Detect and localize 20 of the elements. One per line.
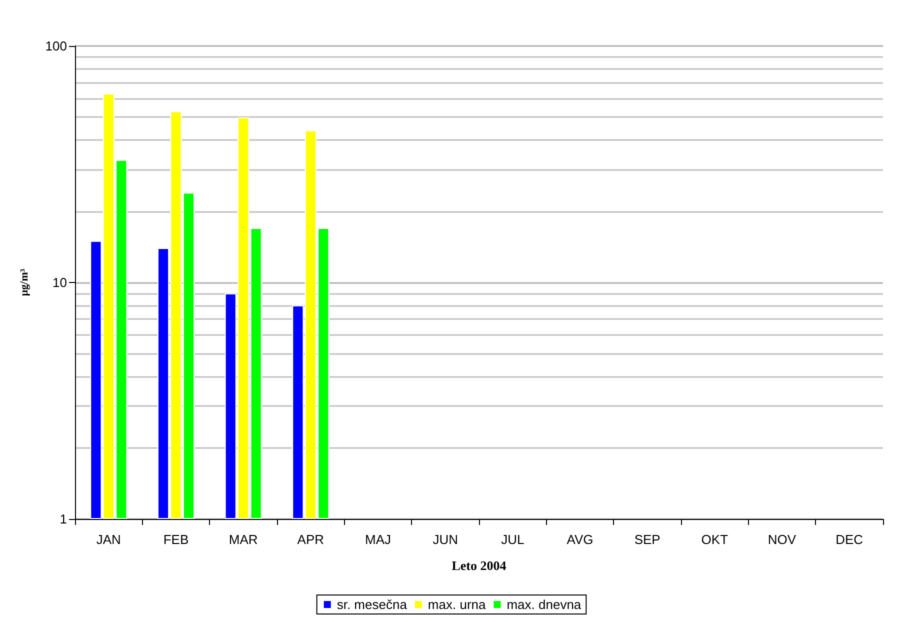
x-tick-label: JUL xyxy=(501,532,524,547)
x-tick-label: MAR xyxy=(228,532,258,547)
x-tick-label: OKT xyxy=(701,532,728,547)
x-tick-label: NOV xyxy=(768,532,796,547)
x-tick-label: FEB xyxy=(163,532,189,547)
x-tick-label: JUN xyxy=(432,532,458,547)
x-tick-label: SEP xyxy=(634,532,660,547)
x-axis-title: Leto 2004 xyxy=(452,558,507,573)
x-tick-label: JAN xyxy=(96,532,121,547)
x-tick-label: MAJ xyxy=(365,532,391,547)
y-tick-label: 100 xyxy=(45,38,67,54)
y-axis-title: µg/m³ xyxy=(18,268,30,296)
legend-label: max. dnevna xyxy=(506,597,582,612)
x-tick-label: APR xyxy=(297,532,324,547)
legend-label: max. urna xyxy=(428,597,486,612)
x-tick-label: AVG xyxy=(566,532,594,547)
y-tick-label: 10 xyxy=(52,275,67,290)
x-tick-label: DEC xyxy=(836,532,864,547)
legend-label: sr. mesečna xyxy=(336,597,408,612)
y-tick-label: 1 xyxy=(60,512,67,526)
